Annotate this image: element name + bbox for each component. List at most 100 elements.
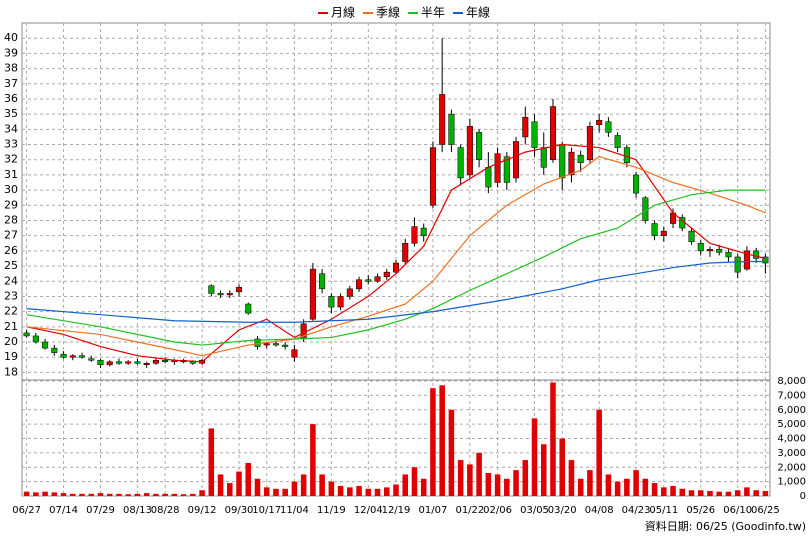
- volume-bar: [744, 487, 750, 496]
- candle-body: [337, 296, 344, 308]
- candle-body: [688, 230, 695, 243]
- volume-bar: [134, 493, 141, 496]
- volume-bar: [70, 493, 76, 496]
- volume-bar: [190, 493, 196, 496]
- volume-bar: [596, 409, 602, 496]
- candle-body: [466, 126, 473, 176]
- y2-tick-label: 6,000: [777, 405, 806, 416]
- candle-body: [42, 341, 49, 349]
- volume-bar: [540, 444, 547, 496]
- volume-bar: [568, 460, 575, 496]
- candle-body: [762, 256, 769, 264]
- candle-body: [125, 361, 132, 364]
- volume-bar: [328, 481, 335, 496]
- y2-tick-label: 3,000: [777, 448, 806, 459]
- x-tick-label: 02/06: [483, 505, 512, 516]
- legend-label: 半年: [421, 6, 445, 20]
- volume-bar: [697, 490, 704, 496]
- moving-average-line: [26, 189, 766, 346]
- volume-bar: [411, 467, 418, 496]
- volume-bar: [143, 493, 150, 496]
- volume-bar: [661, 487, 667, 496]
- moving-average-line: [26, 260, 766, 323]
- volume-bar: [23, 491, 30, 496]
- candle-body: [383, 271, 390, 277]
- volume-bar: [106, 493, 113, 496]
- x-tick-label: 12/19: [382, 505, 411, 516]
- candle-body: [189, 361, 196, 364]
- x-tick-label: 11/19: [317, 505, 346, 516]
- x-tick-label: 05/11: [649, 505, 678, 516]
- candle-body: [411, 226, 418, 244]
- volume-bar: [33, 492, 39, 496]
- x-tick-label: 06/25: [751, 505, 780, 516]
- x-tick-label: 12/04: [354, 505, 383, 516]
- x-tick-label: 11/04: [280, 505, 309, 516]
- y-tick-label: 27: [4, 229, 18, 242]
- volume-bar: [60, 493, 67, 496]
- x-tick-label: 08/13: [123, 505, 152, 516]
- y-tick-label: 18: [4, 365, 18, 378]
- candle-body: [365, 279, 372, 282]
- candle-body: [162, 360, 169, 363]
- volume-bar: [199, 490, 205, 496]
- volume-bar: [476, 452, 482, 496]
- candle-body: [743, 250, 750, 270]
- candle-body: [106, 361, 113, 366]
- candle-body: [254, 338, 261, 347]
- candle-body: [374, 276, 381, 282]
- x-tick-label: 05/26: [686, 505, 715, 516]
- candle-body: [614, 135, 621, 148]
- y-tick-label: 35: [4, 107, 18, 120]
- y-tick-label: 26: [4, 244, 18, 257]
- x-tick-label: 07/14: [49, 505, 78, 516]
- y-tick-label: 24: [4, 274, 18, 287]
- y2-tick-label: 4,000: [777, 434, 806, 445]
- volume-bar: [522, 460, 529, 496]
- candle-body: [540, 147, 547, 168]
- candle-body: [319, 273, 326, 290]
- volume-bar: [282, 488, 288, 496]
- volume-bar: [457, 460, 464, 496]
- y-tick-label: 23: [4, 289, 18, 302]
- volume-bar: [273, 488, 279, 496]
- y-tick-label: 29: [4, 198, 18, 211]
- volume-bar: [559, 438, 565, 496]
- volume-bar: [208, 428, 215, 496]
- volume-bar: [762, 490, 769, 496]
- candle-body: [328, 296, 335, 308]
- candle-body: [513, 141, 520, 179]
- volume-bar: [383, 487, 390, 496]
- y2-tick-label: 1,000: [777, 477, 806, 488]
- candle-body: [88, 358, 95, 361]
- footer: 資料日期: 06/25 (Goodinfo.tw): [645, 519, 806, 533]
- y-tick-label: 22: [4, 305, 18, 318]
- y-tick-label: 37: [4, 77, 18, 90]
- volume-bar: [577, 478, 584, 496]
- volume-bar: [707, 490, 713, 496]
- candle-body: [32, 335, 39, 343]
- candle-body: [346, 288, 353, 297]
- x-tick-label: 08/28: [151, 505, 180, 516]
- volume-bar: [439, 385, 445, 496]
- candle-body: [734, 256, 741, 273]
- candle-body: [633, 174, 640, 194]
- candle-body: [429, 147, 436, 206]
- candle-body: [448, 113, 455, 145]
- y-tick-label: 39: [4, 46, 18, 59]
- volume-bar: [236, 471, 242, 496]
- y2-tick-label: 2,000: [777, 462, 806, 473]
- y2-tick-label: 8,000: [777, 376, 806, 387]
- candle-body: [586, 126, 593, 160]
- x-tick-label: 04/23: [622, 505, 651, 516]
- candle-body: [420, 227, 427, 236]
- candle-body: [217, 293, 224, 296]
- volume-bar: [688, 490, 695, 496]
- candle-body: [439, 94, 446, 145]
- volume-bar: [51, 492, 58, 496]
- volume-bar: [254, 478, 261, 496]
- volume-bar: [531, 418, 538, 496]
- volume-bar: [614, 481, 621, 496]
